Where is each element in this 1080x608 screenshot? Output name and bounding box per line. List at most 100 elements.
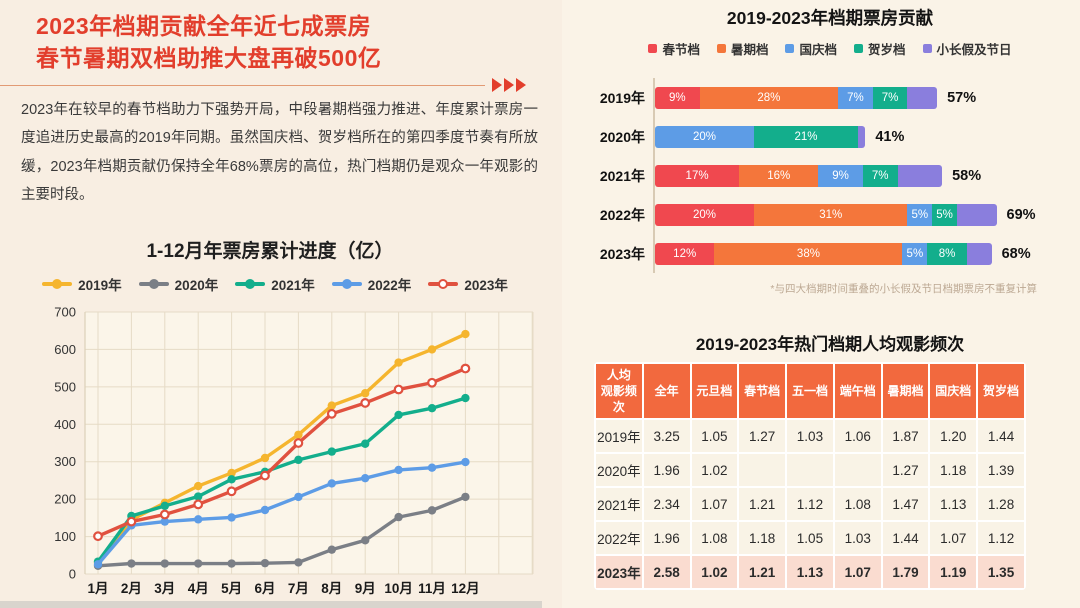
bar-chart-footnote: *与四大档期时间重叠的小长假及节日档期票房不重复计算 [770,283,1037,295]
bar-chart-rows: 2019年 9% 28% 7% 7% 57% 2020年 20% 21% 41% 2021年 17% 1… [600,78,1080,273]
line-legend-label: 2023年 [464,278,508,293]
bar-row-year-label: 2019年 [599,89,645,106]
bar-segment-国庆档: 7% [838,86,873,109]
x-tick-label: 4月 [188,581,209,596]
line-legend-marker-icon [331,279,362,289]
table-value-cell: 1.19 [930,556,977,588]
table-value-cell [834,454,881,486]
bar-row-2019年: 2019年 9% 28% 7% 7% 57% [580,78,1080,117]
table-row-2020年: 2020年 1.96 1.02 1.27 1.18 1.39 [596,454,1024,486]
bar-total-label: 57% [947,89,977,106]
bar-legend-swatch-icon [716,44,726,53]
y-tick-label: 300 [54,454,76,469]
bar-legend-item-暑期档: 暑期档 [716,39,768,58]
table-value-cell: 1.07 [691,488,738,520]
bar-legend-item-贺岁档: 贺岁档 [854,39,906,58]
table-value-cell: 1.27 [882,454,929,486]
table-value-cell: 1.08 [691,522,738,554]
cumulative-line-chart: 0 100 200 300 400 500 600 700 1月 2月 3月 4月 5月 6月 7月 8月 9月… [54,305,534,596]
x-tick-label: 1月 [87,581,108,596]
line-legend-label: 2021年 [271,278,315,293]
table-value-cell: 1.20 [930,420,977,452]
table-header-row: 人均 观影频次 全年 元旦档 春节档 五一档 端午档 暑期档 国庆档 贺岁档 [596,364,1024,418]
table-value-cell: 1.21 [739,488,786,520]
x-tick-label: 12月 [451,581,480,596]
bar-segment-国庆档: 5% [907,203,933,226]
table-value-cell: 1.05 [787,522,833,554]
table-value-cell: 1.44 [978,420,1024,452]
bar-segment-国庆档: 20% [655,125,754,148]
bar-total-label: 41% [875,128,905,145]
table-value-cell [787,454,833,486]
bar-row-year-label: 2021年 [599,167,645,184]
line-series-2022年 [93,457,470,569]
table-value-cell: 1.12 [978,522,1024,554]
bar-legend-label: 贺岁档 [868,43,906,57]
bar-legend-swatch-icon [785,44,795,53]
table-value-cell: 1.05 [691,420,738,452]
table-value-cell [739,454,786,486]
table-year-cell: 2020年 [596,454,642,486]
bar-legend-item-国庆档: 国庆档 [785,39,837,58]
bar-legend-swatch-icon [854,44,863,53]
bar-stack: 20% 31% 5% 5% [655,203,997,226]
line-chart-title: 1-12月年票房累计进度（亿） [146,241,394,262]
bar-row-2021年: 2021年 17% 16% 9% 7% 58% [580,156,1080,195]
table-row-2023年: 2023年 2.58 1.02 1.21 1.13 1.07 1.79 1.19 1.35 [596,556,1024,588]
bottom-strip [0,601,542,608]
table-header-cell: 端午档 [834,364,881,418]
table-value-cell: 1.18 [739,522,786,554]
table-value-cell: 1.08 [834,488,881,520]
triple-arrow-icon [490,78,526,92]
table-year-cell: 2022年 [596,522,642,554]
line-series-2023年 [93,363,471,542]
bar-segment-春节档: 12% [655,242,715,265]
bar-legend-label: 春节档 [662,43,700,57]
line-legend-item-2020年: 2020年 [138,274,219,294]
line-legend-label: 2020年 [174,278,219,293]
table-value-cell: 1.28 [978,488,1024,520]
bar-segment-小长假及节日 [956,203,997,226]
bar-segment-暑期档: 38% [714,242,903,265]
table-year-cell: 2023年 [596,556,642,588]
table-value-cell: 1.96 [643,522,690,554]
table-value-cell: 1.07 [834,556,881,588]
table-value-cell: 1.87 [882,420,929,452]
table-year-cell: 2021年 [596,488,642,520]
x-tick-label: 9月 [355,581,376,596]
y-tick-label: 700 [54,305,76,320]
table-row-2021年: 2021年 2.34 1.07 1.21 1.12 1.08 1.47 1.13 1.28 [596,488,1024,520]
table-value-cell: 1.21 [739,556,786,588]
table-row-2019年: 2019年 3.25 1.05 1.27 1.03 1.06 1.87 1.20 1.44 [596,420,1024,452]
bar-segment-贺岁档: 5% [932,203,957,226]
line-legend-item-2019年: 2019年 [42,274,122,294]
right-panel: 2019-2023年档期票房贡献 春节档 暑期档 国庆档 贺岁档 小长假及节日 2019… [580,0,1080,608]
bar-segment-国庆档: 9% [818,164,863,187]
bar-chart-legend: 春节档 暑期档 国庆档 贺岁档 小长假及节日 [580,39,1080,58]
x-tick-label: 11月 [418,581,446,596]
bar-stack: 9% 28% 7% 7% [655,86,938,109]
intro-paragraph: 2023年在较早的春节档助力下强势开局，中段暑期档强力推进、年度累计票房一度追进… [21,102,538,203]
bar-segment-春节档: 20% [655,203,754,226]
table-value-cell: 1.18 [930,454,977,486]
bar-row-2022年: 2022年 20% 31% 5% 5% 69% [580,195,1080,234]
bar-segment-小长假及节日 [907,86,938,109]
bar-legend-label: 小长假及节日 [936,43,1012,57]
table-year-cell: 2019年 [596,420,642,452]
x-tick-label: 10月 [384,581,413,596]
bar-row-year-label: 2022年 [599,206,645,223]
table-value-cell: 1.02 [691,454,738,486]
bar-segment-贺岁档: 21% [754,125,858,148]
table-value-cell: 1.02 [691,556,738,588]
bar-segment-暑期档: 16% [739,164,819,187]
table-value-cell: 1.47 [882,488,929,520]
table-header-cell: 全年 [643,364,690,418]
bar-segment-暑期档: 31% [754,203,908,226]
y-tick-label: 100 [54,529,76,544]
x-tick-label: 7月 [288,581,309,596]
bar-stack: 17% 16% 9% 7% [655,164,943,187]
frequency-table-head: 人均 观影频次 全年 元旦档 春节档 五一档 端午档 暑期档 国庆档 贺岁档 [596,364,1024,418]
line-legend-item-2023年: 2023年 [428,274,508,294]
bar-segment-小长假及节日 [857,125,866,148]
table-value-cell: 3.25 [643,420,690,452]
